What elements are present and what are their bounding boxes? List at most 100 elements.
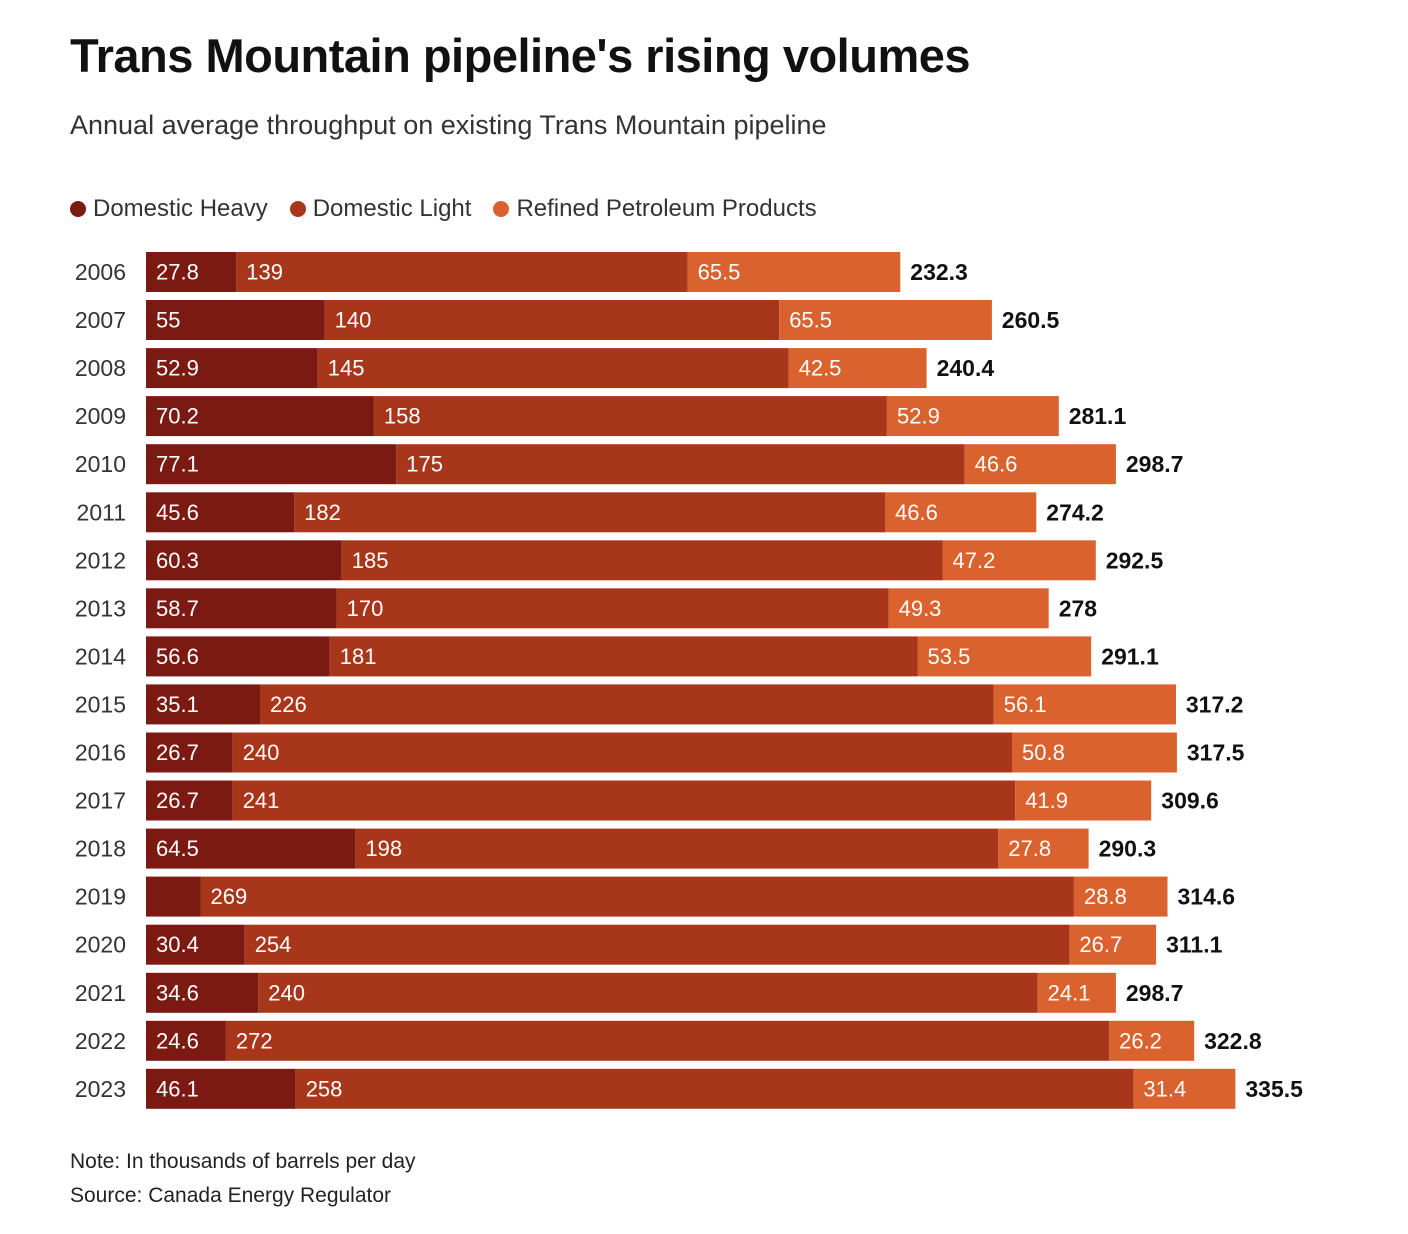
data-label: 241 (243, 788, 280, 813)
bar-segment (236, 252, 688, 292)
y-tick-label: 2006 (75, 259, 126, 285)
y-tick-label: 2018 (75, 836, 126, 862)
bar-segment (1074, 876, 1168, 917)
data-label: 52.9 (156, 356, 199, 381)
bar-segment (146, 396, 374, 437)
total-label: 298.7 (1126, 451, 1184, 477)
data-label: 31.4 (1143, 1076, 1186, 1101)
data-label: 42.5 (799, 356, 842, 381)
total-label: 292.5 (1106, 547, 1164, 573)
y-tick-label: 2011 (77, 499, 126, 525)
bar-segment (1069, 924, 1157, 965)
bar-segment (146, 1068, 296, 1109)
bar-segment (1109, 1020, 1195, 1061)
data-label: 145 (328, 356, 365, 381)
data-label: 46.6 (895, 500, 938, 525)
bar-segment (687, 252, 901, 292)
bar-segment (1037, 972, 1116, 1013)
bar-segment (998, 828, 1089, 869)
legend-item-domestic-light: Domestic Light (289, 195, 472, 223)
total-label: 317.5 (1187, 740, 1245, 766)
data-label: 24.1 (1048, 980, 1091, 1005)
bar-segment (146, 300, 325, 340)
legend: Domestic Heavy Domestic Light Refined Pe… (70, 193, 839, 225)
bar-segment (336, 588, 889, 629)
bar-segment (146, 732, 233, 773)
bar-segment (779, 300, 992, 340)
bar-segment (942, 540, 1096, 581)
bar-segment (146, 588, 337, 629)
bar-segment (146, 1020, 226, 1061)
data-label: 158 (384, 404, 421, 429)
bar-segment (294, 492, 886, 533)
legend-label-domestic-heavy: Domestic Heavy (93, 195, 268, 222)
bar-segment (355, 828, 999, 869)
y-tick-label: 2012 (75, 547, 126, 573)
bar-segment (888, 588, 1049, 629)
bar-segment (232, 732, 1012, 773)
data-label: 240 (243, 740, 280, 765)
y-tick-label: 2009 (75, 403, 126, 429)
bar-segment (317, 348, 789, 389)
y-tick-label: 2022 (75, 1028, 126, 1054)
bar-segment (788, 348, 927, 389)
total-label: 274.2 (1046, 499, 1104, 525)
chart-note: Note: In thousands of barrels per day (70, 1150, 416, 1173)
legend-item-domestic-heavy: Domestic Heavy (70, 195, 268, 223)
bar-segment (232, 780, 1016, 821)
data-label: 26.7 (156, 740, 199, 765)
bar-segment (1012, 732, 1177, 773)
data-label: 269 (211, 884, 248, 909)
legend-swatch-refined-products (493, 201, 510, 217)
data-label: 28.8 (1084, 884, 1127, 909)
total-label: 314.6 (1178, 884, 1236, 910)
legend-label-domestic-light: Domestic Light (312, 195, 472, 222)
total-label: 260.5 (1002, 307, 1060, 333)
legend-swatch-domestic-light (289, 201, 306, 217)
legend-item-refined-products: Refined Petroleum Products (493, 195, 817, 223)
data-label: 70.2 (156, 404, 199, 429)
data-label: 34.6 (156, 980, 199, 1005)
bar-segment (146, 348, 318, 389)
bar-segment (917, 636, 1092, 677)
data-label: 52.9 (897, 404, 940, 429)
legend-label-refined-products: Refined Petroleum Products (516, 195, 817, 222)
data-label: 240 (268, 980, 305, 1005)
bar-segment (373, 396, 887, 437)
data-label: 139 (246, 260, 283, 285)
y-tick-label: 2015 (75, 691, 126, 717)
data-label: 26.7 (156, 788, 199, 813)
bar-segment (341, 540, 943, 581)
total-label: 335.5 (1245, 1076, 1303, 1102)
bar-segment (1133, 1068, 1236, 1109)
data-label: 53.5 (928, 644, 971, 669)
bar-segment (885, 492, 1037, 533)
bar-segment (146, 924, 245, 965)
y-tick-label: 2007 (75, 307, 126, 333)
data-label: 182 (304, 500, 341, 525)
bar-segment (225, 1020, 1110, 1061)
y-tick-label: 2020 (75, 932, 126, 958)
bar-segment (146, 444, 397, 485)
data-label: 45.6 (156, 500, 199, 525)
data-label: 50.8 (1022, 740, 1065, 765)
bar-segment (396, 444, 965, 485)
data-label: 47.2 (953, 548, 996, 573)
data-label: 65.5 (789, 308, 832, 333)
legend-swatch-domestic-heavy (70, 201, 86, 217)
bar-segment (146, 684, 260, 725)
data-label: 254 (255, 932, 292, 957)
bar-segment (146, 780, 233, 821)
chart-source: Source: Canada Energy Regulator (70, 1184, 392, 1207)
y-tick-label: 2016 (75, 740, 126, 766)
data-label: 198 (365, 836, 402, 861)
data-label: 56.1 (1004, 692, 1047, 717)
total-label: 278 (1059, 595, 1098, 621)
bar-segment (295, 1068, 1134, 1109)
total-label: 309.6 (1161, 788, 1219, 814)
y-tick-label: 2021 (75, 980, 126, 1006)
stacked-bar-chart: 2006 27.8 139 65.5 232.3 2007 55 140 65.5 260.5 20… (75, 252, 1303, 1109)
y-tick-label: 2010 (75, 451, 126, 477)
data-label: 27.8 (1008, 836, 1051, 861)
bar-segment (887, 396, 1059, 437)
